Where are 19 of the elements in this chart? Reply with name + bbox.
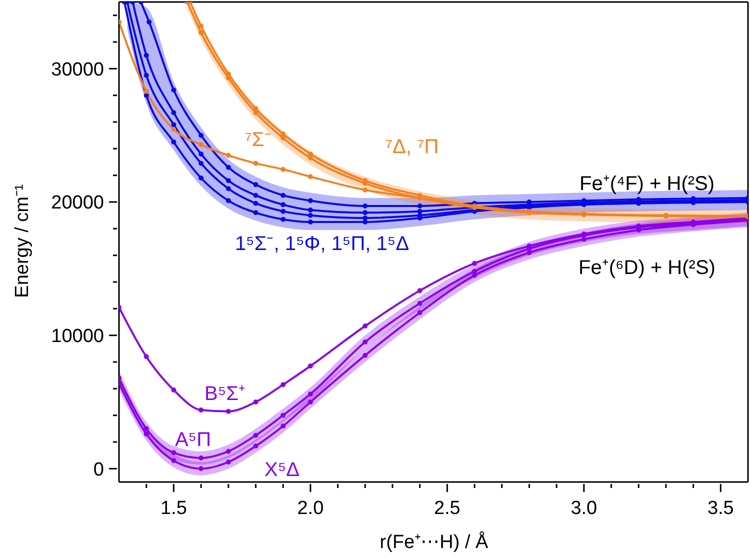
annotation: Fe⁺(⁶D) + H(²S)	[578, 257, 716, 279]
annotation: X⁵Δ	[264, 459, 300, 481]
x-tick-label: 3.5	[707, 498, 734, 519]
y-axis-title: Energy / cm⁻¹	[11, 184, 34, 298]
x-tick-label: 3.0	[570, 498, 598, 519]
x-tick-label: 2.5	[434, 498, 460, 519]
annotation: B⁵Σ⁺	[204, 383, 246, 405]
y-tick-label: 20000	[51, 192, 104, 214]
x-tick-label: 2.0	[297, 498, 324, 519]
annotation: Fe⁺(⁴F) + H(²S)	[579, 173, 715, 195]
x-axis-title: r(Fe⁺⋯H) / Å	[378, 530, 490, 554]
y-tick-label: 10000	[51, 326, 104, 347]
annotation: ⁷Σ⁻	[244, 129, 272, 151]
y-tick-label: 30000	[51, 59, 104, 80]
annotation: 1⁵Σ⁻, 1⁵Φ, 1⁵Π, 1⁵Δ	[234, 233, 410, 255]
annotation: ⁷Δ, ⁷Π	[385, 136, 439, 158]
y-tick-label: 0	[93, 459, 104, 480]
annotation: A⁵Π	[174, 429, 212, 451]
x-tick-label: 1.5	[160, 498, 187, 519]
